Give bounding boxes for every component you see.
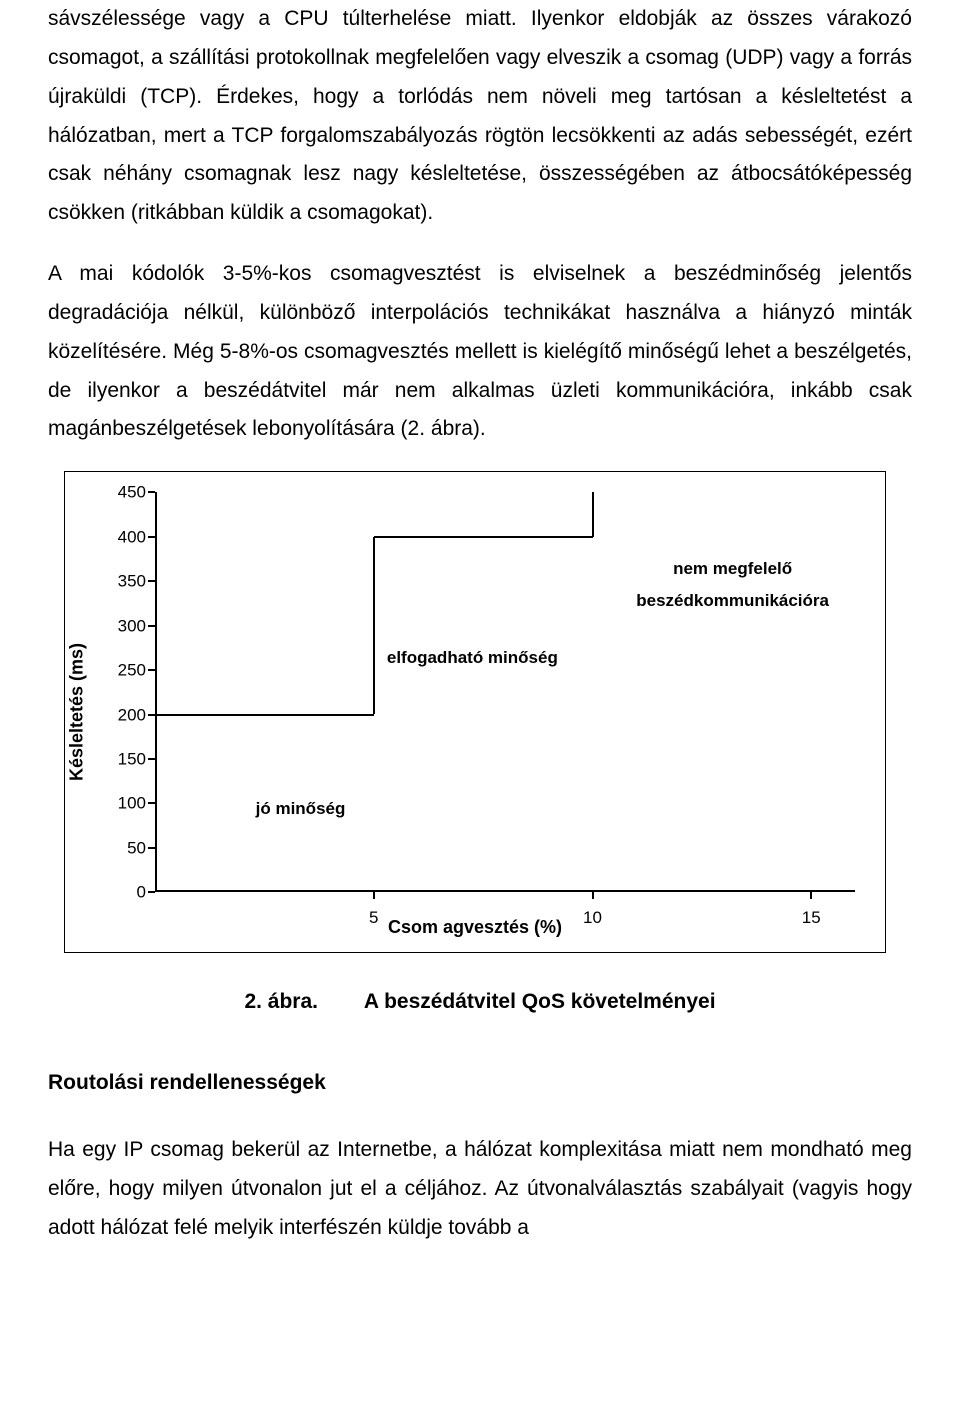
- y-tick-label: 50: [100, 832, 146, 863]
- y-tick-label: 450: [100, 477, 146, 508]
- y-tick-label: 350: [100, 565, 146, 596]
- paragraph-1: sávszélessége vagy a CPU túlterhelése mi…: [48, 0, 912, 233]
- step-vertical: [592, 492, 594, 536]
- y-tick: [148, 802, 155, 804]
- paragraph-2: A mai kódolók 3-5%-kos csomagvesztést is…: [48, 255, 912, 449]
- chart-plot-area: 05010015020025030035040045051015jó minős…: [155, 492, 855, 892]
- y-tick: [148, 847, 155, 849]
- x-tick: [810, 892, 812, 899]
- x-axis-title: Csom agvesztés (%): [388, 911, 562, 944]
- chart-box: Késleltetés (ms) Csom agvesztés (%) 0501…: [64, 471, 886, 953]
- x-axis-line: [155, 890, 855, 892]
- y-tick: [148, 580, 155, 582]
- region-label: nem megfelelő beszédkommunikációra: [636, 553, 829, 616]
- y-tick: [148, 491, 155, 493]
- document-page: sávszélessége vagy a CPU túlterhelése mi…: [0, 0, 960, 1318]
- y-tick-label: 100: [100, 788, 146, 819]
- region-label: elfogadható minőség: [387, 642, 558, 673]
- x-tick-label: 15: [802, 902, 821, 933]
- y-axis-line: [155, 492, 157, 892]
- paragraph-3: Ha egy IP csomag bekerül az Internetbe, …: [48, 1131, 912, 1248]
- y-tick-label: 0: [100, 877, 146, 908]
- y-tick: [148, 714, 155, 716]
- region-label: jó minőség: [256, 793, 346, 824]
- caption-text: A beszédátvitel QoS követelményei: [364, 990, 716, 1013]
- y-tick-label: 400: [100, 521, 146, 552]
- y-tick: [148, 891, 155, 893]
- x-tick: [373, 892, 375, 899]
- y-tick: [148, 536, 155, 538]
- y-tick: [148, 758, 155, 760]
- x-tick: [592, 892, 594, 899]
- x-tick-label: 5: [369, 902, 378, 933]
- step-vertical: [373, 537, 375, 715]
- x-tick-label: 10: [583, 902, 602, 933]
- y-axis-title: Késleltetés (ms): [60, 643, 93, 781]
- step-horizontal: [374, 536, 593, 538]
- section-heading: Routolási rendellenességek: [48, 1064, 912, 1103]
- y-tick: [148, 669, 155, 671]
- figure-2: Késleltetés (ms) Csom agvesztés (%) 0501…: [64, 471, 912, 953]
- caption-number: 2. ábra.: [244, 990, 318, 1013]
- y-tick-label: 150: [100, 743, 146, 774]
- figure-caption: 2. ábra. A beszédátvitel QoS követelmény…: [48, 983, 912, 1022]
- y-tick-label: 300: [100, 610, 146, 641]
- y-tick: [148, 625, 155, 627]
- step-horizontal: [155, 714, 374, 716]
- y-tick-label: 250: [100, 654, 146, 685]
- y-tick-label: 200: [100, 699, 146, 730]
